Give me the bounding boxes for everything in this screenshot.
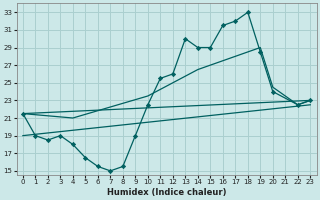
X-axis label: Humidex (Indice chaleur): Humidex (Indice chaleur) — [107, 188, 226, 197]
